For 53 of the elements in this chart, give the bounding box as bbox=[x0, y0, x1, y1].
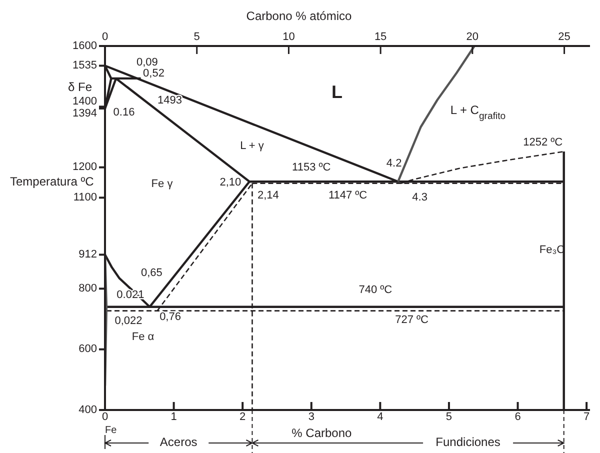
x-tick-label: 6 bbox=[514, 410, 521, 423]
x-tick-label: 2 bbox=[240, 410, 246, 423]
x2-tick-label: 25 bbox=[558, 31, 570, 43]
y-tick-label: 1200 bbox=[72, 161, 97, 174]
x-tick-label: 5 bbox=[446, 410, 452, 423]
x-tick-label: 4 bbox=[377, 410, 384, 423]
x2-axis-title: Carbono % atómico bbox=[246, 9, 352, 23]
y-tick-label: 1100 bbox=[73, 192, 97, 204]
annotation: 0.16 bbox=[113, 106, 135, 118]
x-axis-title: % Carbono bbox=[292, 426, 352, 440]
x-tick-label: 0 bbox=[102, 410, 108, 423]
x2-tick-label: 15 bbox=[374, 31, 387, 43]
annotation: Fe γ bbox=[151, 178, 174, 190]
annotation: L + C$_{grafito}$ bbox=[450, 103, 506, 122]
annotation: 4.3 bbox=[412, 191, 428, 204]
text: Aceros bbox=[160, 435, 198, 450]
x-tick-label: 7 bbox=[584, 410, 590, 423]
annotation: 2,14 bbox=[258, 189, 279, 202]
annotation: 1252 ºC bbox=[523, 136, 563, 148]
annotation: Fe α bbox=[132, 330, 155, 343]
y-tick-label: 800 bbox=[78, 282, 97, 295]
annotation: L + γ bbox=[240, 140, 264, 152]
y-tick-label: 1400 bbox=[72, 96, 97, 108]
annotation: 0,65 bbox=[141, 266, 162, 279]
x2-tick-label: 20 bbox=[466, 31, 479, 43]
y-tick-label: 1535 bbox=[72, 60, 97, 72]
annotation: L bbox=[332, 82, 342, 102]
x2-tick-label: 5 bbox=[194, 31, 200, 43]
annotation: 0,52 bbox=[143, 67, 164, 80]
annotation: 727 ºC bbox=[395, 314, 429, 326]
y-tick-label: 912 bbox=[78, 248, 97, 261]
x2-tick-label: 0 bbox=[102, 31, 108, 43]
annotation: 4.2 bbox=[386, 157, 402, 170]
y-tick-label: 1600 bbox=[72, 40, 97, 52]
text: δ Fe bbox=[68, 80, 92, 94]
y-tick-label: 400 bbox=[78, 404, 97, 416]
annotation: 740 ºC bbox=[358, 284, 392, 296]
annotation: 0,76 bbox=[160, 310, 181, 323]
text: Fe bbox=[105, 425, 118, 436]
annotation: 2,10 bbox=[220, 176, 242, 188]
annotation: Fe₃C bbox=[539, 244, 565, 256]
y-tick-label: 1394 bbox=[72, 107, 97, 120]
annotation: 0,09 bbox=[136, 56, 158, 68]
text: Fundiciones bbox=[436, 435, 500, 450]
annotation: 0,022 bbox=[114, 314, 142, 327]
x-tick-label: 3 bbox=[308, 410, 314, 423]
annotation: 1153 ºC bbox=[292, 161, 331, 174]
annotation: 1147 ºC bbox=[328, 189, 368, 202]
y-tick-label: 600 bbox=[78, 343, 97, 356]
x-tick-label: 1 bbox=[170, 410, 177, 423]
x2-tick-label: 10 bbox=[282, 31, 295, 43]
y-axis-title: Temperatura ºC bbox=[10, 174, 94, 189]
annotation: 1493 bbox=[158, 94, 182, 106]
